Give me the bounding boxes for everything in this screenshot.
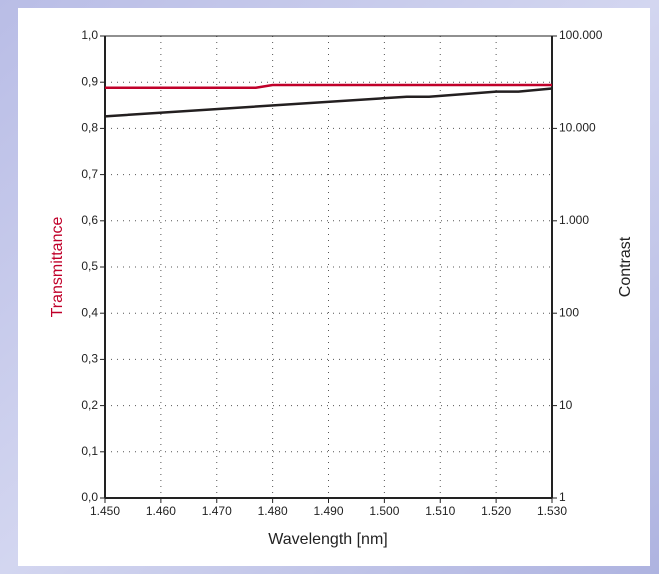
- y-tick-label: 1,0: [81, 28, 98, 42]
- series-line: [104, 87, 553, 118]
- x-tick-label: 1.490: [313, 504, 343, 518]
- x-tick-label: 1.510: [425, 504, 455, 518]
- series-line: [105, 83, 552, 89]
- x-tick-label: 1.530: [537, 504, 567, 518]
- y2-tick-label: 10: [559, 398, 573, 412]
- x-tick-label: 1.460: [146, 504, 176, 518]
- y-tick-label: 0,4: [81, 305, 98, 319]
- y-tick-label: 0,2: [81, 398, 98, 412]
- y2-tick-label: 1: [559, 490, 566, 504]
- x-tick-label: 1.470: [202, 504, 232, 518]
- y-tick-label: 0,3: [81, 352, 98, 366]
- y-tick-label: 0,0: [81, 490, 98, 504]
- x-axis-title: Wavelength [nm]: [268, 531, 387, 548]
- y-axis-title: Transmittance: [49, 217, 66, 318]
- y-tick-label: 0,9: [81, 74, 98, 88]
- y2-tick-label: 100.000: [559, 28, 603, 42]
- y-tick-label: 0,6: [81, 213, 98, 227]
- x-tick-label: 1.520: [481, 504, 511, 518]
- y2-tick-label: 10.000: [559, 121, 596, 135]
- x-tick-label: 1.450: [90, 504, 120, 518]
- y2-axis-title: Contrast: [617, 236, 634, 297]
- x-tick-label: 1.500: [369, 504, 399, 518]
- panel: [18, 8, 650, 566]
- y-tick-label: 0,1: [81, 444, 98, 458]
- y2-tick-label: 100: [559, 305, 579, 319]
- y-tick-label: 0,7: [81, 167, 98, 181]
- y-tick-label: 0,8: [81, 121, 98, 135]
- x-tick-label: 1.480: [258, 504, 288, 518]
- y-tick-label: 0,5: [81, 259, 98, 273]
- y2-tick-label: 1.000: [559, 213, 589, 227]
